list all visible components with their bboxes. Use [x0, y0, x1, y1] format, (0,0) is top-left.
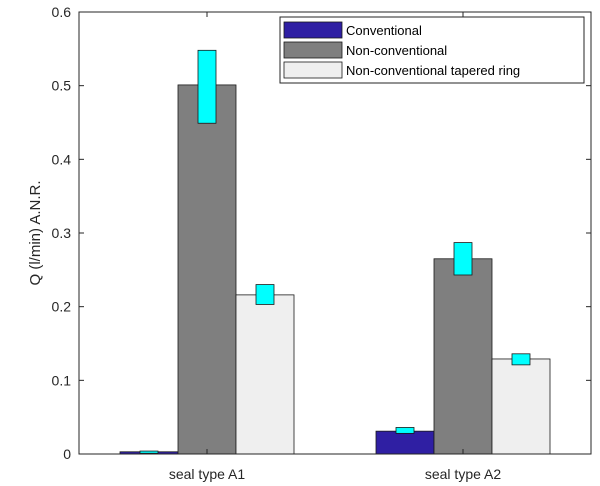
- y-tick-label: 0.4: [52, 151, 72, 167]
- error-box: [511, 353, 531, 366]
- x-tick-label: seal type A1: [169, 466, 245, 482]
- bar: [177, 84, 237, 455]
- legend-swatch: [283, 41, 343, 59]
- error-boxes-layer: [139, 49, 531, 454]
- y-tick-label: 0.3: [52, 225, 72, 241]
- error-box: [453, 242, 473, 276]
- bar: [375, 430, 435, 455]
- legend-swatch: [283, 61, 343, 79]
- bar: [433, 258, 493, 455]
- bar: [235, 294, 295, 455]
- legend-swatch: [283, 21, 343, 39]
- y-axis-label: Q (l/min) A.N.R.: [27, 180, 44, 285]
- x-axis: seal type A1 seal type A2: [169, 12, 501, 482]
- legend-label: Conventional: [346, 23, 422, 38]
- y-tick-label: 0: [63, 446, 71, 462]
- y-tick-label: 0.1: [52, 372, 72, 388]
- y-tick-label: 0.2: [52, 299, 72, 315]
- error-box: [255, 284, 275, 305]
- error-box: [139, 450, 159, 454]
- error-box: [197, 49, 217, 124]
- x-tick-label: seal type A2: [425, 466, 501, 482]
- legend-label: Non-conventional: [346, 43, 447, 58]
- bar: [491, 358, 551, 455]
- y-tick-label: 0.6: [52, 4, 72, 20]
- legend-label: Non-conventional tapered ring: [346, 63, 520, 78]
- y-tick-label: 0.5: [52, 78, 72, 94]
- error-box: [395, 427, 415, 434]
- y-axis: 0 0.1 0.2 0.3 0.4 0.5 0.6: [52, 4, 591, 462]
- legend: Conventional Non-conventional Non-conventi…: [279, 16, 585, 84]
- bars-layer: [119, 84, 551, 455]
